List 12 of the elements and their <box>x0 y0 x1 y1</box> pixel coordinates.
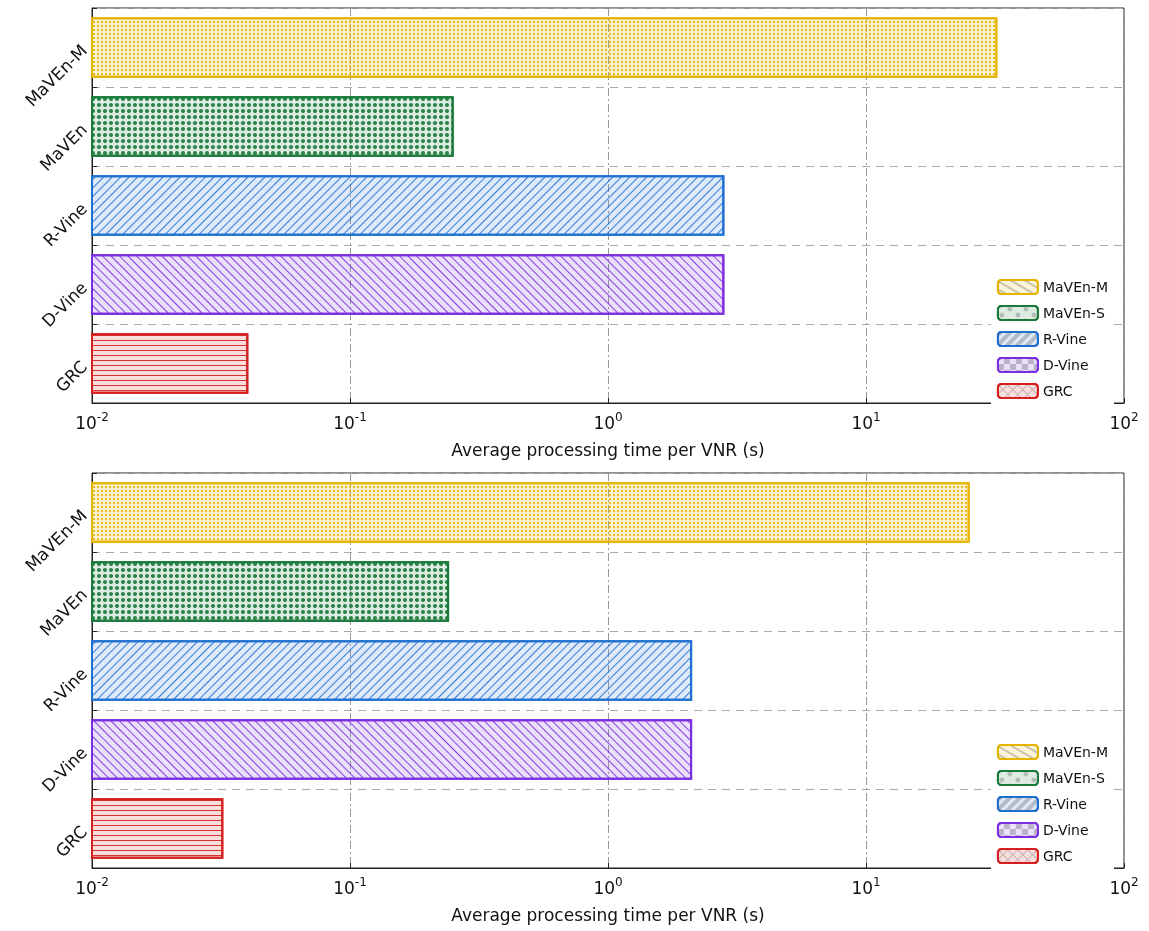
legend-label: GRC <box>1042 848 1073 864</box>
legend-label: MaVEn-M <box>1042 279 1109 295</box>
legend-label: D-Vine <box>1042 822 1089 838</box>
x-axis-title: Average processing time per VNR (s) <box>451 439 765 460</box>
legend-label: MaVEn-S <box>1042 305 1105 321</box>
legend-label: R-Vine <box>1042 331 1087 347</box>
x-axis-title: Average processing time per VNR (s) <box>451 904 765 925</box>
legend-label: GRC <box>1042 383 1073 399</box>
legend-label: D-Vine <box>1042 357 1089 373</box>
legend-label: MaVEn-S <box>1042 770 1105 786</box>
legend-label: MaVEn-M <box>1042 744 1109 760</box>
legend-label: R-Vine <box>1042 796 1087 812</box>
